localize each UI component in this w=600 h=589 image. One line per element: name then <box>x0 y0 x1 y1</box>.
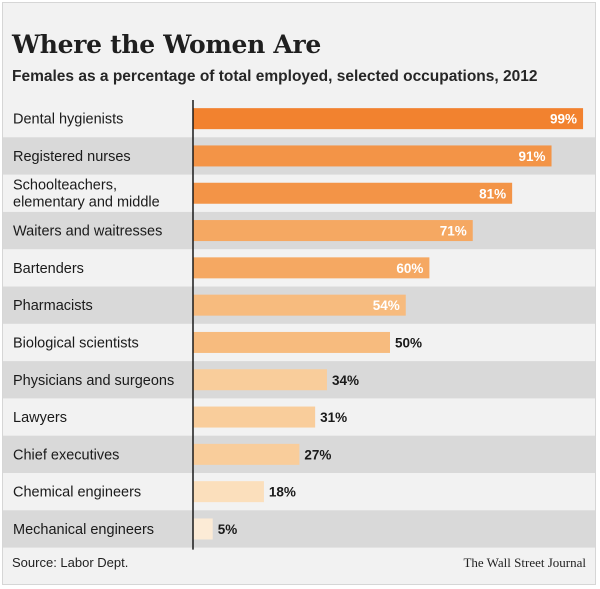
bar <box>193 294 406 316</box>
bar <box>193 518 213 540</box>
bar <box>193 145 552 167</box>
row-band <box>3 510 595 548</box>
data-label: 60% <box>396 261 423 276</box>
category-label: Chemical engineers <box>13 485 141 501</box>
category-label: Waiters and waitresses <box>13 224 162 240</box>
data-label: 27% <box>304 447 331 462</box>
data-label: 99% <box>550 112 577 127</box>
bar <box>193 220 473 242</box>
data-label: 5% <box>218 522 238 537</box>
data-label: 54% <box>373 298 400 313</box>
category-label: Schoolteachers, elementary and middle <box>13 177 160 210</box>
category-label: Pharmacists <box>13 298 93 314</box>
chart-subtitle: Females as a percentage of total employe… <box>12 68 538 85</box>
publisher-credit: The Wall Street Journal <box>463 555 586 570</box>
bar <box>193 369 327 391</box>
chart-title: Where the Women Are <box>12 30 321 59</box>
bar <box>193 108 584 130</box>
category-label: Dental hygienists <box>13 112 123 128</box>
category-label: Lawyers <box>13 410 67 426</box>
category-label: Biological scientists <box>13 335 139 351</box>
data-label: 81% <box>479 186 506 201</box>
data-label: 18% <box>269 485 296 500</box>
bar <box>193 406 316 428</box>
data-label: 71% <box>440 224 467 239</box>
data-label: 34% <box>332 373 359 388</box>
bar <box>193 257 430 279</box>
category-label: Chief executives <box>13 447 119 463</box>
category-label: Physicians and surgeons <box>13 373 174 389</box>
category-label: Registered nurses <box>13 149 131 165</box>
bar <box>193 331 390 353</box>
bar <box>193 182 513 204</box>
bar <box>193 481 264 503</box>
data-label: 91% <box>519 149 546 164</box>
data-label: 50% <box>395 335 422 350</box>
source-note: Source: Labor Dept. <box>12 555 129 570</box>
category-label: Mechanical engineers <box>13 522 154 538</box>
data-label: 31% <box>320 410 347 425</box>
category-label: Bartenders <box>13 261 84 277</box>
bar <box>193 443 300 465</box>
